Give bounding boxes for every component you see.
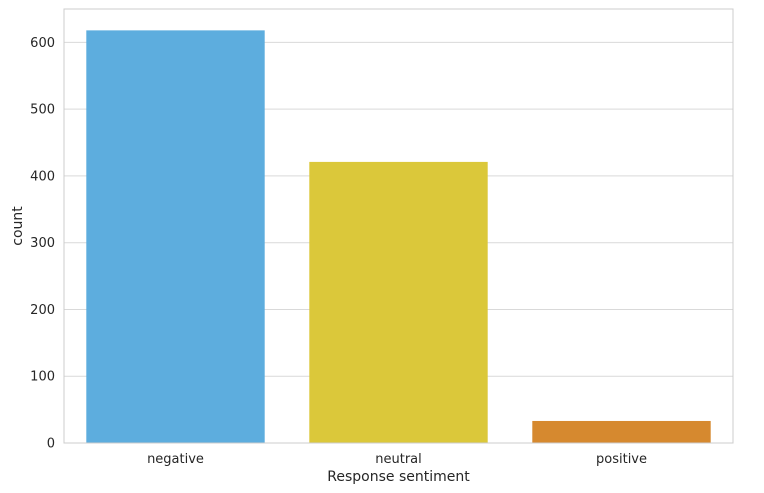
x-tick-labels: negative neutral positive <box>147 452 647 467</box>
bar-negative <box>86 30 265 444</box>
x-tick-label-positive: positive <box>596 452 647 467</box>
plot-frame <box>63 8 734 444</box>
y-tick-label: 500 <box>30 103 55 118</box>
x-axis-label: Response sentiment <box>327 469 470 485</box>
x-tick-label-negative: negative <box>147 452 204 467</box>
y-tick-label: 100 <box>30 370 55 385</box>
x-tick-label-neutral: neutral <box>375 452 422 467</box>
y-tick-label: 0 <box>47 437 55 452</box>
y-axis-label: count <box>10 206 26 246</box>
y-tick-labels: 0 100 200 300 400 500 600 <box>30 36 55 452</box>
y-tick-label: 200 <box>30 303 55 318</box>
y-tick-label: 400 <box>30 169 55 184</box>
bar-positive <box>532 420 711 443</box>
bar-neutral <box>309 161 488 443</box>
y-tick-label: 300 <box>30 236 55 251</box>
bars <box>86 30 711 444</box>
y-tick-label: 600 <box>30 36 55 51</box>
